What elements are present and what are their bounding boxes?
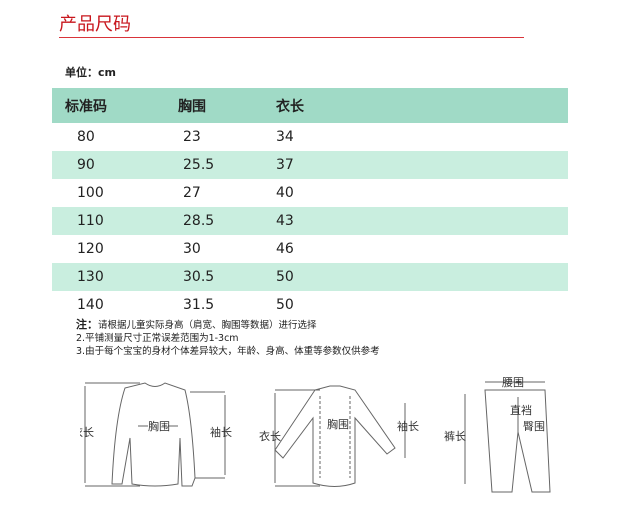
size-table: 标准码 胸围 衣长 80 23 34 90 25.5 37 100 27 40 110 28.5 43… — [52, 88, 568, 319]
shirt-length-label: 衣长 — [259, 429, 281, 443]
length-cell: 50 — [276, 297, 294, 313]
note-2: 2.平铺测量尺寸正常误差范围为1-3cm — [76, 333, 239, 344]
size-cell: 110 — [77, 213, 104, 229]
length-cell: 50 — [276, 269, 294, 285]
pants-length-label: 裤长 — [444, 429, 466, 443]
length-cell: 37 — [276, 157, 294, 173]
table-row: 110 28.5 43 — [52, 207, 568, 235]
chest-cell: 27 — [183, 185, 201, 201]
sweater-diagram: 衣长 胸围 袖长 — [80, 382, 232, 487]
shirt-sleeve-label: 袖长 — [397, 419, 419, 433]
length-cell: 34 — [276, 129, 294, 145]
shirt-diagram: 衣长 胸围 袖长 — [259, 385, 419, 487]
note-1: 请根据儿童实际身高（肩宽、胸围等数据）进行选择 — [98, 320, 317, 331]
col-length: 衣长 — [276, 98, 304, 115]
size-cell: 130 — [77, 269, 104, 285]
size-cell: 80 — [77, 129, 95, 145]
table-row: 90 25.5 37 — [52, 151, 568, 179]
chest-cell: 30.5 — [183, 269, 215, 285]
table-row: 100 27 40 — [52, 179, 568, 207]
col-chest: 胸围 — [178, 98, 206, 115]
sweater-sleeve-label: 袖长 — [210, 425, 232, 439]
title-divider — [59, 37, 524, 38]
pants-crotch-label: 直裆 — [510, 403, 532, 417]
table-header: 标准码 胸围 衣长 — [52, 88, 568, 123]
pants-hip-label: 臀围 — [523, 420, 545, 433]
size-cell: 140 — [77, 297, 104, 313]
pants-waist-label: 腰围 — [502, 376, 524, 389]
length-cell: 40 — [276, 185, 294, 201]
shirt-chest-label: 胸围 — [327, 417, 349, 431]
table-row: 140 31.5 50 — [52, 291, 568, 319]
page-title: 产品尺码 — [59, 14, 131, 35]
pants-diagram: 腰围 裤长 直裆 臀围 — [444, 376, 551, 493]
notes-prefix: 注： — [76, 318, 98, 331]
table-row: 80 23 34 — [52, 123, 568, 151]
chest-cell: 23 — [183, 129, 201, 145]
note-3: 3.由于每个宝宝的身材个体差异较大，年龄、身高、体重等参数仅供参考 — [76, 346, 380, 357]
length-cell: 46 — [276, 241, 294, 257]
unit-label: 单位：cm — [65, 66, 116, 79]
size-cell: 100 — [77, 185, 104, 201]
col-size: 标准码 — [65, 98, 107, 115]
length-cell: 43 — [276, 213, 294, 229]
sweater-chest-label: 胸围 — [148, 419, 170, 433]
chest-cell: 28.5 — [183, 213, 215, 229]
table-row: 120 30 46 — [52, 235, 568, 263]
chest-cell: 25.5 — [183, 157, 215, 173]
notes: 注：请根据儿童实际身高（肩宽、胸围等数据）进行选择 2.平铺测量尺寸正常误差范围… — [76, 318, 380, 358]
sweater-length-label: 衣长 — [80, 425, 94, 439]
size-cell: 90 — [77, 157, 95, 173]
chest-cell: 31.5 — [183, 297, 215, 313]
table-row: 130 30.5 50 — [52, 263, 568, 291]
chest-cell: 30 — [183, 241, 201, 257]
size-cell: 120 — [77, 241, 104, 257]
